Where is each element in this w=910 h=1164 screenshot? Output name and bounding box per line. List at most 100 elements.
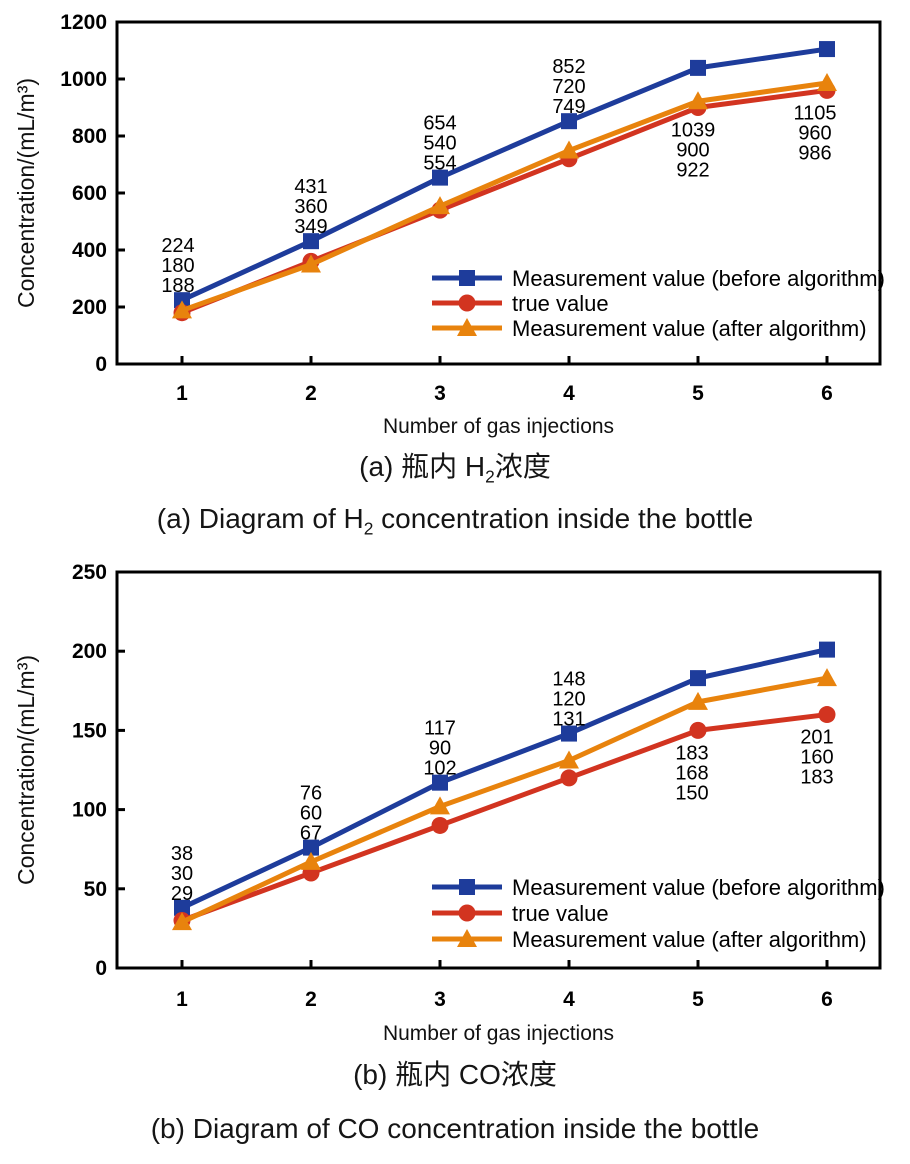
y-tick-label: 200 (72, 640, 107, 663)
point-label-true: 90 (429, 738, 451, 760)
series-marker-true (818, 706, 836, 724)
caption-text: (b) 瓶内 CO浓度 (353, 1059, 557, 1090)
x-axis-label: Number of gas injections (383, 1022, 614, 1045)
x-tick-label: 6 (821, 382, 833, 405)
legend-marker-true (458, 294, 476, 312)
caption-subscript: 2 (485, 466, 495, 487)
series-marker-true (560, 769, 578, 787)
y-axis-label: Concentration/(mL/m³) (13, 78, 39, 308)
series-line-after (180, 675, 828, 925)
series-marker-after (301, 851, 321, 870)
caption-a-english: (a) Diagram of H2 concentration inside t… (0, 496, 910, 552)
point-label-before: 38 (171, 843, 193, 865)
point-label-before: 76 (300, 783, 322, 805)
series-line-after (181, 80, 828, 313)
series-marker-after (172, 912, 192, 931)
point-label-after: 349 (294, 216, 327, 238)
point-label-true: 720 (552, 76, 585, 98)
y-tick-label: 400 (72, 239, 107, 262)
legend-marker-before (459, 879, 475, 895)
series-marker-before (174, 292, 190, 309)
series-marker-after (559, 750, 579, 769)
caption-text: concentration inside the bottle (373, 503, 754, 534)
chart-b-canvas: 0 50 100 150 200 250 1 2 3 4 5 6 Concentration/(mL/m… (13, 561, 885, 1045)
series-marker-after (559, 140, 579, 159)
point-label-true: 60 (300, 803, 322, 825)
series-marker-before (690, 670, 706, 687)
series-line-true (181, 712, 828, 923)
point-label-true: 960 (798, 122, 831, 144)
series-marker-after (817, 668, 837, 687)
point-label-after: 168 (675, 762, 708, 784)
series-marker-before (690, 59, 706, 76)
y-tick-label: 250 (72, 561, 107, 584)
series-marker-after (430, 796, 450, 815)
y-tick-label: 1200 (60, 11, 107, 34)
y-tick-label: 600 (72, 182, 107, 205)
y-tick-label: 800 (72, 125, 107, 148)
legend-label-true: true value (512, 291, 609, 316)
y-tick-label: 100 (72, 799, 107, 822)
chart-a-canvas: 0 200 400 600 800 1000 1200 1 2 3 4 5 6 Concentration… (13, 11, 885, 438)
x-tick-label: 6 (821, 988, 833, 1011)
legend-marker-after (457, 318, 477, 336)
legend-marker-true (458, 904, 476, 922)
y-tick-label: 1000 (60, 68, 107, 91)
x-tick-label: 1 (176, 382, 188, 405)
series-marker-true (431, 816, 449, 834)
x-tick-label: 3 (434, 382, 446, 405)
x-tick-label: 4 (563, 382, 575, 405)
x-tick-label: 2 (305, 382, 317, 405)
x-tick-label: 3 (434, 988, 446, 1011)
x-tick-label: 5 (692, 988, 704, 1011)
x-tick-label: 1 (176, 988, 188, 1011)
legend-label-before: Measurement value (before algorithm) (512, 875, 885, 900)
point-label-before: 852 (552, 56, 585, 78)
legend-marker-after (457, 929, 477, 947)
plot-frame (115, 20, 882, 366)
y-tick-label: 150 (72, 719, 107, 742)
point-label-after: 749 (552, 96, 585, 118)
point-label-after: 183 (800, 767, 833, 789)
point-label-after: 986 (798, 142, 831, 164)
point-label-after: 922 (676, 160, 709, 182)
legend-label-after: Measurement value (after algorithm) (512, 316, 867, 341)
series-marker-after (688, 691, 708, 710)
point-label-before: 117 (424, 718, 456, 740)
point-label-before: 148 (552, 669, 585, 691)
legend-label-before: Measurement value (before algorithm) (512, 266, 885, 291)
series-marker-after (817, 72, 837, 91)
series-marker-before (303, 839, 319, 856)
x-tick-label: 4 (563, 988, 575, 1011)
plot-frame (115, 570, 882, 970)
caption-text: (a) 瓶内 H (359, 451, 486, 482)
point-label-before: 431 (294, 176, 327, 198)
caption-text: (a) Diagram of H (156, 503, 364, 534)
series-line-before (180, 46, 828, 303)
point-label-after: 29 (171, 883, 193, 905)
series-marker-after (172, 300, 192, 319)
series-marker-after (688, 91, 708, 110)
point-label-true: 180 (161, 255, 194, 277)
series-marker-before (561, 113, 577, 130)
series-line-before (180, 647, 828, 911)
series-marker-before (561, 725, 577, 742)
y-tick-label: 50 (84, 878, 107, 901)
legend-label-after: Measurement value (after algorithm) (512, 927, 867, 952)
caption-text: (b) Diagram of CO concentration inside t… (150, 1113, 760, 1144)
caption-text: 浓度 (494, 451, 551, 482)
point-label-before: 1105 (793, 102, 836, 124)
point-label-before: 201 (800, 727, 833, 749)
series-marker-before (819, 41, 835, 58)
legend-label-true: true value (512, 901, 609, 926)
series-marker-true (689, 721, 707, 739)
point-label-true: 30 (171, 863, 193, 885)
point-label-true: 540 (423, 133, 456, 155)
series-marker-before (432, 169, 448, 186)
point-label-true: 120 (552, 689, 585, 711)
series-marker-after (301, 254, 321, 273)
point-label-after: 554 (423, 153, 456, 175)
x-axis-label: Number of gas injections (383, 415, 614, 438)
point-label-after: 67 (300, 823, 322, 845)
series-marker-before (819, 641, 835, 658)
